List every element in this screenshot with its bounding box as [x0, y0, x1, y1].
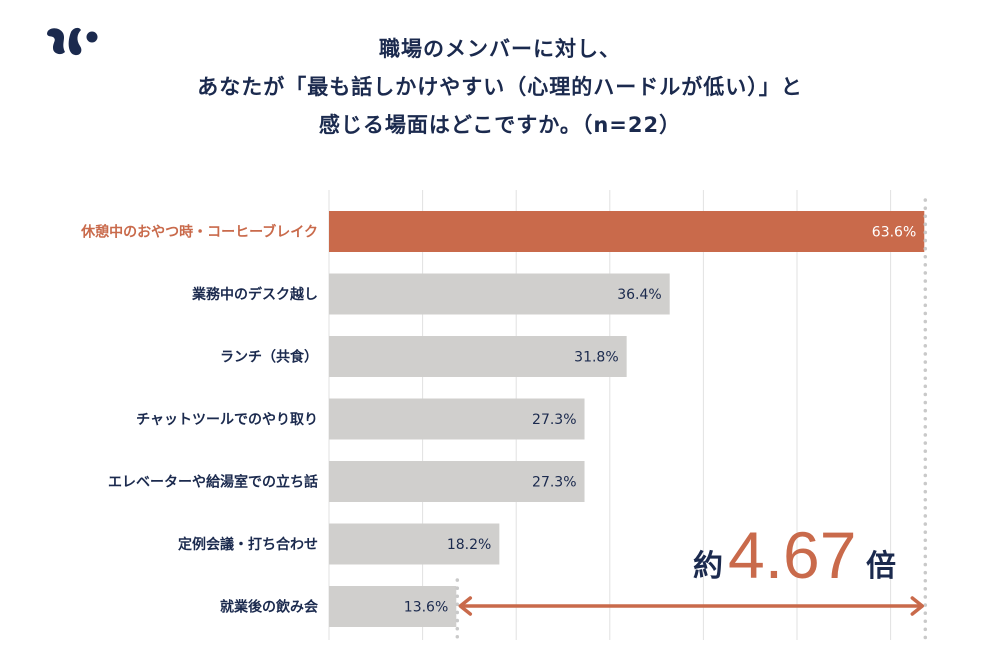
- value-label: 18.2%: [447, 537, 491, 553]
- annotation-suffix: 倍: [866, 549, 896, 584]
- value-label: 63.6%: [872, 225, 916, 241]
- value-label: 13.6%: [404, 600, 448, 616]
- value-label: 36.4%: [617, 287, 661, 303]
- chart-title: 職場のメンバーに対し、 あなたが「最も話しかけやすい（心理的ハードルが低い）」と…: [0, 30, 1000, 144]
- value-label: 27.3%: [532, 412, 576, 428]
- bar: [329, 211, 925, 252]
- category-label: 休憩中のおやつ時・コーヒーブレイク: [80, 224, 318, 241]
- annotation-prefix: 約: [693, 549, 723, 584]
- bar: [329, 273, 670, 315]
- category-label: チャットツールでのやり取り: [136, 412, 318, 428]
- bar: [329, 336, 627, 377]
- category-label: 就業後の飲み会: [220, 599, 319, 616]
- category-label: エレベーターや給湯室での立ち話: [108, 474, 318, 491]
- bar: [329, 398, 585, 440]
- bar: [329, 461, 585, 502]
- bar: [329, 586, 457, 627]
- title-line-2: あなたが「最も話しかけやすい（心理的ハードルが低い）」と: [197, 75, 803, 99]
- category-label: ランチ（共食）: [220, 349, 318, 366]
- title-line-3: 感じる場面はどこですか。（n=22）: [318, 113, 682, 137]
- category-label: 業務中のデスク越し: [191, 286, 318, 303]
- arrow-head-left-icon: [458, 596, 473, 616]
- category-label: 定例会議・打ち合わせ: [178, 536, 318, 553]
- value-label: 31.8%: [574, 350, 618, 366]
- value-label: 27.3%: [532, 475, 576, 491]
- annotation-value: 4.67: [728, 518, 856, 592]
- bar: [329, 523, 500, 565]
- arrow-head-right-icon: [910, 596, 925, 616]
- squirrel-logo-icon: [47, 27, 98, 56]
- title-line-1: 職場のメンバーに対し、: [379, 37, 621, 61]
